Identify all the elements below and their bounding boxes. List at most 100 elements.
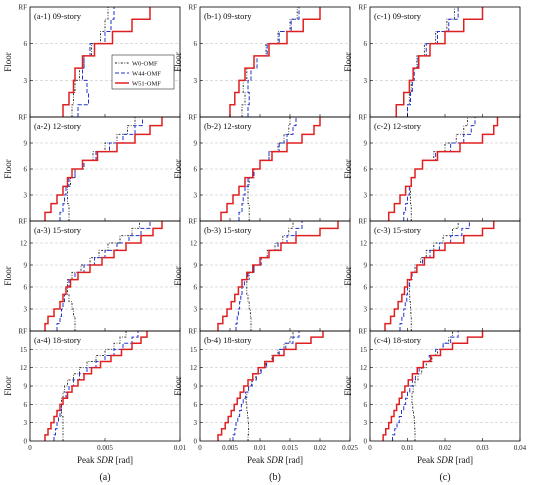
b-4-ytick-label: 3	[194, 419, 198, 427]
b-4-xtick-label: 0.015	[282, 444, 298, 452]
b-1-title-bg	[202, 10, 267, 22]
b-1-ylabel: Floor	[173, 52, 183, 72]
c-3-ytick-label: 12	[360, 240, 368, 248]
b-4-ytick-label: 0	[194, 438, 198, 446]
c-3-roof-label: RF	[358, 218, 367, 226]
b-1-ytick-label: 6	[194, 40, 198, 48]
b-2-ytick-label: 9	[194, 140, 198, 148]
a-2-series-w51-omf	[44, 117, 163, 221]
a-4-xtick-label: 0.01	[174, 444, 187, 452]
a-1-title-bg	[32, 10, 97, 22]
b-4-ytick-label: 6	[194, 401, 198, 409]
a-3-series-w51-omf	[44, 221, 163, 331]
a-4-series-w51-omf	[44, 331, 148, 441]
b-3-frame	[199, 220, 351, 332]
c-2-ytick-label: 3	[364, 192, 368, 200]
c-1-ytick-label: 3	[364, 77, 368, 85]
b-3-series-w0-omf	[246, 221, 294, 331]
c-1-title-bg	[372, 10, 437, 22]
b-2-title: (b-2) 12-story	[204, 121, 252, 131]
c-2-series-w0-omf	[410, 117, 468, 221]
a-3-series-w0-omf	[67, 221, 140, 331]
b-4-ylabel: Floor	[173, 376, 183, 396]
b-3-title: (b-3) 15-story	[204, 225, 252, 235]
b-4-series-w44-omf	[232, 331, 300, 441]
c-3-series-w0-omf	[408, 221, 459, 331]
a-4-ytick-label: 15	[20, 346, 28, 354]
c-4-series-w44-omf	[392, 331, 459, 441]
c-2-series-w51-omf	[388, 117, 499, 221]
b-3-series-w51-omf	[217, 221, 339, 331]
c-1-series-w44-omf	[407, 7, 459, 117]
c-3-ytick-label: 9	[364, 262, 368, 270]
a-2-ylabel: Floor	[3, 159, 13, 179]
a-1-roof-label: RF	[18, 4, 27, 12]
a-4-ytick-label: 3	[24, 419, 28, 427]
b-2-title-bg	[202, 120, 267, 132]
b-3-series-w44-omf	[235, 221, 303, 331]
a-2-series-w44-omf	[59, 117, 143, 221]
a-4-ytick-label: 12	[20, 364, 28, 372]
c-4-title-bg	[372, 334, 437, 346]
c-1-ylabel: Floor	[343, 52, 353, 72]
a-2-title-bg	[32, 120, 97, 132]
b-4-title-bg	[202, 334, 267, 346]
a-3-ytick-label: 12	[20, 240, 28, 248]
b-1-roof-label: RF	[188, 4, 197, 12]
c-3-frame	[369, 220, 521, 332]
c-1-title: (c-1) 09-story	[374, 11, 422, 21]
a-1-title: (a-1) 09-story	[34, 11, 82, 21]
a-4-xtick-label: 0.005	[97, 444, 113, 452]
a-4-title: (a-4) 18-story	[34, 335, 82, 345]
c-4-ytick-label: 15	[360, 346, 368, 354]
b-4-series-w51-omf	[217, 331, 324, 441]
a-1-ytick-label: 3	[24, 77, 28, 85]
a-4-roof-label: RF	[18, 328, 27, 336]
a-4-ytick-label: 0	[24, 438, 28, 446]
b-3-ytick-label: 12	[190, 240, 198, 248]
a-3-ytick-label: 3	[24, 306, 28, 314]
c-4-xtick-label: 0.01	[401, 444, 414, 452]
b-4-xtick-label: 0.005	[222, 444, 238, 452]
c-1-series-w0-omf	[407, 7, 455, 117]
a-4-ytick-label: 9	[24, 383, 28, 391]
b-3-ytick-label: 9	[194, 262, 198, 270]
a-3-ylabel: Floor	[3, 266, 13, 286]
c-1-frame	[369, 6, 521, 118]
c-3-ytick-label: 3	[364, 306, 368, 314]
a-3-ytick-label: 6	[24, 284, 28, 292]
c-4-xtick-label: 0.02	[439, 444, 452, 452]
a-4-xtick-label: 0	[28, 444, 32, 452]
c-3-title: (c-3) 15-story	[374, 225, 422, 235]
b-4-ytick-label: 12	[190, 364, 198, 372]
b-1-series-w44-omf	[247, 7, 300, 117]
a-1-ylabel: Floor	[3, 52, 13, 72]
c-2-ytick-label: 6	[364, 166, 368, 174]
a-1-series-w0-omf	[71, 7, 109, 117]
c-4-xtick-label: 0.03	[476, 444, 489, 452]
a-3-title-bg	[32, 224, 97, 236]
column-label-c: (c)	[439, 472, 450, 483]
b-4-ytick-label: 9	[194, 383, 198, 391]
c-2-ylabel: Floor	[343, 159, 353, 179]
c-3-ytick-label: 6	[364, 284, 368, 292]
c-4-series-w51-omf	[382, 331, 484, 441]
c-3-series-w51-omf	[384, 221, 495, 331]
b-4-xtick-label: 0.01	[254, 444, 267, 452]
b-3-title-bg	[202, 224, 267, 236]
a-1-series-w44-omf	[77, 7, 115, 117]
a-3-ytick-label: 9	[24, 262, 28, 270]
a-3-roof-label: RF	[18, 218, 27, 226]
b-1-series-w0-omf	[241, 7, 298, 117]
a-3-series-w44-omf	[56, 221, 151, 331]
a-4-ytick-label: 6	[24, 401, 28, 409]
c-4-ytick-label: 12	[360, 364, 368, 372]
c-4-ytick-label: 6	[364, 401, 368, 409]
c-4-title: (c-4) 18-story	[374, 335, 422, 345]
b-3-roof-label: RF	[188, 218, 197, 226]
a-1-series-w51-omf	[62, 7, 151, 117]
c-2-title-bg	[372, 120, 437, 132]
b-4-roof-label: RF	[188, 328, 197, 336]
xlabel-b: Peak SDR [rad]	[247, 455, 303, 465]
b-3-ytick-label: 3	[194, 306, 198, 314]
